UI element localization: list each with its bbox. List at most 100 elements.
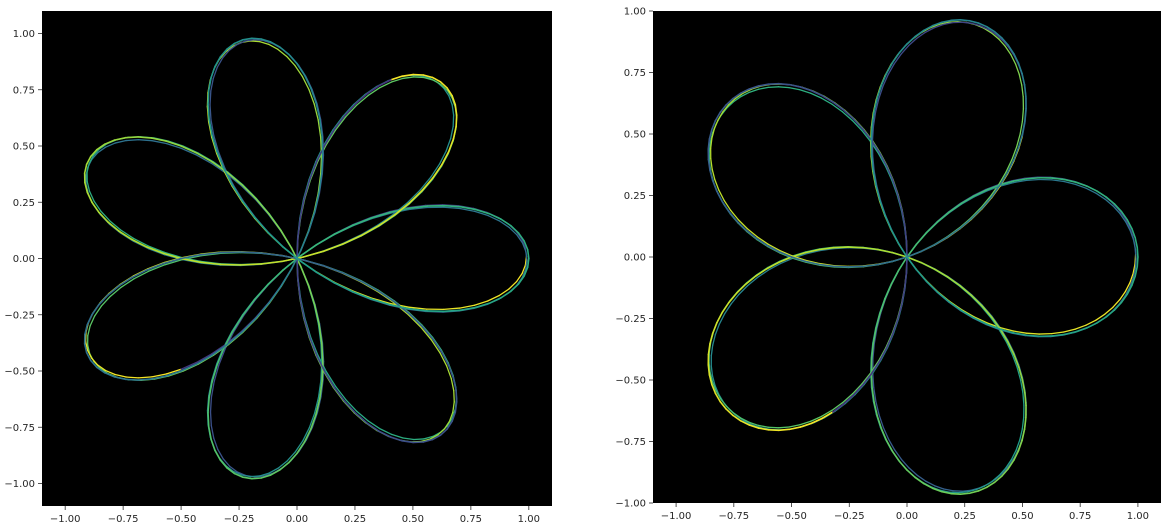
curve-segment bbox=[297, 259, 298, 280]
curve-segment bbox=[220, 264, 240, 265]
y-tick-label: 0.75 bbox=[13, 85, 35, 96]
curve-segment bbox=[414, 77, 424, 78]
curve-segment bbox=[1025, 393, 1026, 406]
curve-segment bbox=[208, 398, 209, 413]
curve-segment bbox=[951, 494, 960, 495]
curve-segment bbox=[528, 250, 529, 259]
x-tick-label: 0.25 bbox=[344, 514, 366, 525]
curve-segment bbox=[252, 478, 261, 479]
curve-segment bbox=[322, 136, 323, 154]
curve-segment bbox=[208, 90, 209, 104]
x-tick-label: 0.00 bbox=[896, 511, 918, 522]
curve-segment bbox=[1137, 247, 1138, 257]
curve-segment bbox=[708, 365, 709, 375]
curve-segment bbox=[456, 390, 457, 401]
curve-segment bbox=[126, 140, 138, 141]
curve-segment bbox=[528, 259, 529, 268]
curve-segment bbox=[768, 87, 778, 88]
curve-segment bbox=[208, 413, 209, 427]
y-tick-label: 0.00 bbox=[13, 254, 35, 265]
y-tick-label: 1.00 bbox=[624, 7, 646, 18]
curve-segment bbox=[322, 154, 323, 173]
curve-segment bbox=[138, 137, 152, 138]
curve-segment bbox=[322, 344, 323, 363]
curve-segment bbox=[1135, 259, 1136, 269]
curve-segment bbox=[456, 115, 457, 126]
curve-segment bbox=[250, 476, 259, 477]
y-tick-label: −1.00 bbox=[615, 499, 646, 510]
curve-segment bbox=[1026, 333, 1039, 334]
curve-segment bbox=[778, 87, 789, 88]
curve-segment bbox=[768, 427, 778, 428]
curve-segment bbox=[126, 379, 138, 380]
curve-segment bbox=[1135, 249, 1136, 259]
curve-segment bbox=[210, 91, 211, 105]
y-tick-label: −0.75 bbox=[615, 437, 646, 448]
curve-segment bbox=[960, 493, 969, 494]
curve-segment bbox=[960, 20, 969, 21]
x-tick-label: −0.75 bbox=[108, 514, 139, 525]
curve-segment bbox=[1137, 257, 1138, 267]
curve-segment bbox=[906, 257, 907, 273]
curve-segment bbox=[138, 379, 152, 380]
curve-segment bbox=[1026, 180, 1039, 181]
y-tick-label: 0.50 bbox=[624, 130, 646, 141]
curve-segment bbox=[414, 439, 424, 440]
curve-segment bbox=[708, 139, 709, 149]
x-tick-label: 0.50 bbox=[1011, 511, 1033, 522]
curve-segment bbox=[848, 247, 863, 248]
curve-segment bbox=[833, 266, 848, 267]
curve-segment bbox=[779, 84, 790, 85]
curve-segment bbox=[906, 241, 907, 257]
x-tick-label: 0.75 bbox=[460, 514, 482, 525]
y-tick-label: 0.50 bbox=[13, 142, 35, 153]
y-tick-label: −0.75 bbox=[4, 423, 35, 434]
curve-segment bbox=[779, 427, 790, 428]
x-tick-label: −1.00 bbox=[661, 511, 692, 522]
x-tick-label: 0.00 bbox=[286, 514, 308, 525]
chart-rose-five-petals: −1.00 −0.75 −0.50 −0.25 0.00 0.25 0.50 0.75 1.00… bbox=[615, 7, 1161, 523]
curve-segment bbox=[1027, 335, 1040, 336]
curve-segment bbox=[252, 38, 261, 39]
x-tick-label: 1.00 bbox=[518, 514, 540, 525]
y-tick-label: −0.25 bbox=[615, 314, 646, 325]
curve-segment bbox=[240, 252, 261, 253]
x-tick-label: −1.00 bbox=[50, 514, 81, 525]
x-tick-label: 0.50 bbox=[402, 514, 424, 525]
y-tick-label: −1.00 bbox=[4, 479, 35, 490]
x-tick-label: −0.50 bbox=[166, 514, 197, 525]
y-tick-label: −0.50 bbox=[615, 376, 646, 387]
curve-segment bbox=[454, 391, 455, 402]
x-tick-label: 0.75 bbox=[1069, 511, 1091, 522]
y-tick-label: 0.25 bbox=[13, 198, 35, 209]
curve-segment bbox=[951, 20, 960, 21]
curve-segment bbox=[779, 429, 790, 430]
curve-segment bbox=[250, 41, 259, 42]
curve-segment bbox=[211, 397, 212, 412]
y-tick-label: −0.50 bbox=[4, 367, 35, 378]
curve-segment bbox=[220, 252, 240, 253]
curve-segment bbox=[833, 247, 848, 248]
y-tick-label: 0.25 bbox=[624, 191, 646, 202]
curve-segment bbox=[958, 492, 967, 493]
curve-segment bbox=[1025, 109, 1026, 122]
y-tick-label: 0.00 bbox=[624, 253, 646, 264]
curve-segment bbox=[1027, 178, 1040, 179]
curve-segment bbox=[848, 266, 863, 267]
curve-segment bbox=[949, 492, 958, 493]
x-tick-label: −0.25 bbox=[224, 514, 255, 525]
chart-rose-seven-petals: −1.00 −0.75 −0.50 −0.25 0.00 0.25 0.50 0.75 1.00… bbox=[4, 11, 552, 525]
y-tick-label: −0.25 bbox=[4, 310, 35, 321]
curve-segment bbox=[126, 377, 138, 378]
x-tick-label: −0.75 bbox=[718, 511, 749, 522]
curve-segment bbox=[240, 264, 261, 265]
y-tick-label: 0.75 bbox=[624, 68, 646, 79]
x-tick-label: 1.00 bbox=[1127, 511, 1149, 522]
curve-segment bbox=[871, 374, 872, 389]
x-tick-label: −0.50 bbox=[776, 511, 807, 522]
x-tick-label: 0.25 bbox=[954, 511, 976, 522]
curve-segment bbox=[126, 137, 138, 138]
curve-segment bbox=[871, 125, 872, 140]
y-tick-label: 1.00 bbox=[13, 29, 35, 40]
